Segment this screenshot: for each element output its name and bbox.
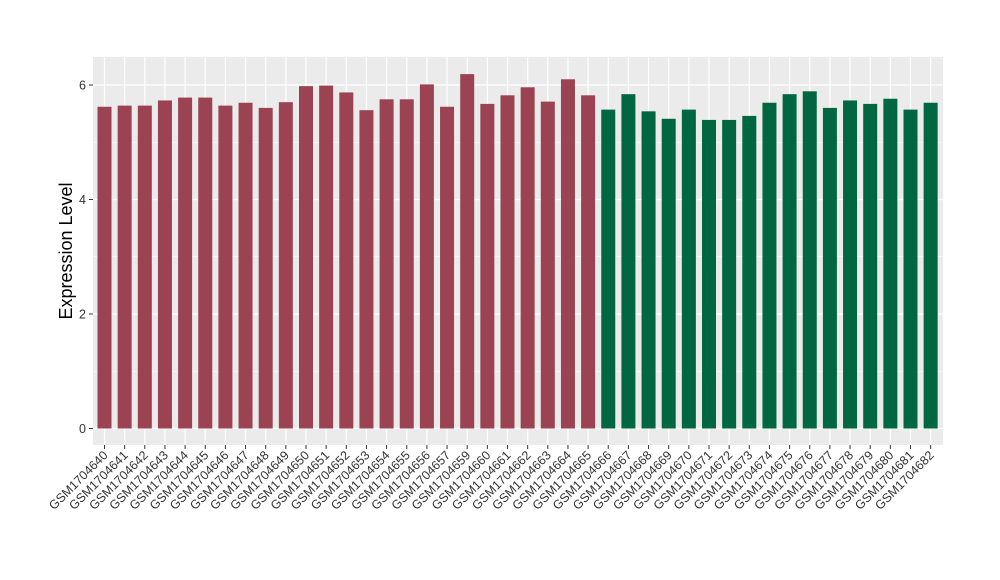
y-tick-label: 6 <box>79 79 86 93</box>
bar-GSM1704672 <box>722 119 737 429</box>
bar-GSM1704661 <box>500 95 515 429</box>
bar-GSM1704670 <box>681 109 696 429</box>
y-tick-label: 2 <box>79 308 86 322</box>
x-axis: GSM1704640GSM1704641GSM1704642GSM1704643… <box>46 445 937 513</box>
bar-GSM1704676 <box>802 91 817 429</box>
bar-GSM1704641 <box>117 105 132 429</box>
y-axis: 0 2 4 6 <box>79 79 93 436</box>
bar-GSM1704643 <box>157 100 172 429</box>
bar-GSM1704654 <box>379 99 394 429</box>
bar-GSM1704668 <box>641 111 656 429</box>
bar-GSM1704669 <box>661 118 676 429</box>
bar-GSM1704644 <box>178 97 193 429</box>
bar-GSM1704659 <box>460 74 475 429</box>
minor-gridlines <box>93 141 943 372</box>
bar-GSM1704681 <box>903 109 918 429</box>
bar-GSM1704649 <box>278 102 293 429</box>
bars <box>97 74 938 429</box>
bar-GSM1704657 <box>440 106 455 429</box>
bar-GSM1704663 <box>540 101 555 429</box>
bar-GSM1704666 <box>601 109 616 429</box>
bar-GSM1704656 <box>419 84 434 429</box>
bar-GSM1704680 <box>883 98 898 429</box>
bar-GSM1704671 <box>702 119 716 429</box>
bar-GSM1704679 <box>863 103 878 429</box>
bar-GSM1704667 <box>621 94 636 429</box>
bar-GSM1704677 <box>822 107 837 429</box>
bar-GSM1704674 <box>762 102 777 429</box>
panel-background <box>93 57 943 445</box>
bar-GSM1704660 <box>480 103 495 429</box>
y-tick-label: 4 <box>79 193 86 207</box>
bar-GSM1704646 <box>218 105 233 429</box>
bar-GSM1704645 <box>198 97 213 429</box>
bar-GSM1704650 <box>299 86 313 429</box>
y-tick-label: 0 <box>79 422 86 436</box>
bar-GSM1704653 <box>359 110 374 429</box>
bar-GSM1704678 <box>843 100 858 429</box>
y-axis-title: Expression Level <box>56 182 76 319</box>
bar-GSM1704652 <box>339 92 354 429</box>
bar-GSM1704648 <box>258 107 273 429</box>
bar-GSM1704642 <box>137 105 152 429</box>
bar-GSM1704673 <box>742 115 757 429</box>
bar-GSM1704682 <box>923 102 938 429</box>
bar-GSM1704664 <box>560 79 575 429</box>
bar-GSM1704675 <box>782 94 797 429</box>
bar-GSM1704655 <box>399 99 414 429</box>
bar-GSM1704651 <box>319 85 334 429</box>
bar-GSM1704647 <box>238 102 253 429</box>
bar-GSM1704662 <box>520 87 535 429</box>
bar-GSM1704640 <box>97 106 112 429</box>
bar-GSM1704665 <box>581 95 596 429</box>
